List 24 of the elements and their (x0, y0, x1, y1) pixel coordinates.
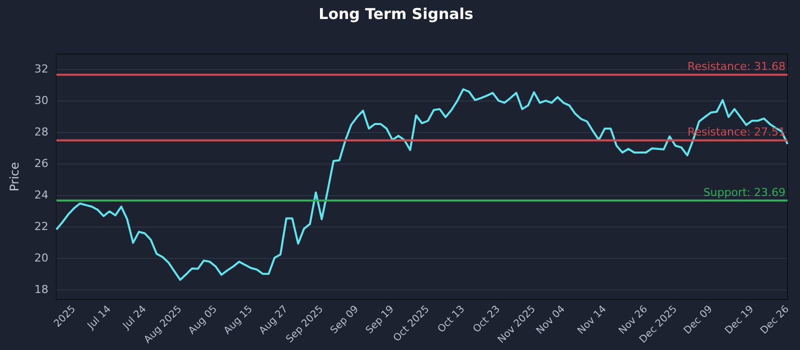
x-tick-label: Dec 19 (723, 304, 756, 337)
x-tick-label: Oct 23 (471, 304, 503, 336)
y-tick-label: 22 (34, 220, 48, 233)
x-tick-label: Dec 26 (758, 304, 792, 337)
y-tick-label: 30 (34, 94, 48, 108)
ref-line-label: Resistance: 31.68 (688, 60, 786, 74)
x-tick-label: Dec 09 (682, 304, 715, 337)
x-tick-label: Aug 05 (186, 304, 220, 337)
x-tick-label: Nov 14 (576, 304, 609, 337)
y-tick-label: 26 (34, 157, 48, 170)
y-tick-label: 24 (34, 188, 48, 202)
x-tick-label: Nov 04 (534, 304, 568, 337)
x-tick-label: Jul 14 (85, 304, 114, 332)
x-tick-label: Oct 13 (436, 304, 468, 336)
y-tick-label: 28 (34, 126, 48, 139)
chart-title: Long Term Signals (318, 4, 474, 23)
y-tick-label: 20 (34, 251, 48, 264)
x-tick-label: Aug 15 (222, 304, 255, 337)
y-tick-label: 18 (34, 282, 48, 296)
ref-line-label: Support: 23.69 (703, 186, 786, 199)
x-tick-label: Sep 09 (328, 304, 362, 336)
y-axis-title: Price (7, 162, 22, 192)
x-tick-label: Jul 24 (120, 304, 149, 332)
y-tick-label: 32 (34, 62, 48, 76)
